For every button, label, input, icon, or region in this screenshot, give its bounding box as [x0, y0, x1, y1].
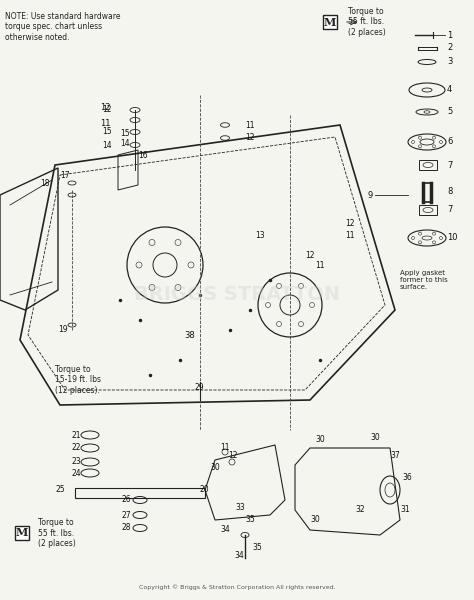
Text: 16: 16: [138, 151, 147, 160]
Text: 36: 36: [402, 473, 412, 482]
Text: 26: 26: [122, 496, 132, 505]
Text: Torque to
55 ft. lbs.
(2 places): Torque to 55 ft. lbs. (2 places): [348, 7, 386, 37]
Text: 34: 34: [234, 551, 244, 559]
Text: 35: 35: [252, 544, 262, 553]
Text: BRIGGS STRATTON: BRIGGS STRATTON: [134, 286, 340, 304]
Text: Torque to
15-19 ft. lbs
(12 places).: Torque to 15-19 ft. lbs (12 places).: [55, 365, 101, 395]
Text: 31: 31: [400, 505, 410, 514]
Text: 14: 14: [102, 140, 111, 149]
Text: 28: 28: [122, 523, 131, 533]
Text: 4: 4: [447, 85, 452, 94]
Bar: [15, 526, 29, 540]
Text: 35: 35: [245, 515, 255, 524]
Text: 38: 38: [185, 331, 195, 340]
Text: 9: 9: [368, 191, 373, 199]
Text: 12: 12: [100, 103, 110, 113]
Text: 30: 30: [315, 436, 325, 445]
Text: 12: 12: [305, 251, 315, 259]
Text: 15: 15: [102, 127, 111, 136]
Text: 12: 12: [245, 133, 255, 142]
Text: Copyright © Briggs & Stratton Corporation All rights reserved.: Copyright © Briggs & Stratton Corporatio…: [139, 584, 335, 590]
Text: 13: 13: [255, 230, 264, 239]
Text: 11: 11: [345, 232, 355, 241]
Text: 11: 11: [315, 260, 325, 269]
Text: 34: 34: [220, 526, 230, 535]
Text: 14: 14: [120, 139, 130, 148]
Text: 3: 3: [447, 58, 452, 67]
Text: 2: 2: [447, 43, 452, 52]
Text: 29: 29: [195, 383, 205, 392]
Text: Torque to
55 ft. lbs.
(2 places): Torque to 55 ft. lbs. (2 places): [38, 518, 76, 548]
Text: 6: 6: [447, 137, 452, 146]
Text: 33: 33: [235, 503, 245, 512]
Bar: [323, 15, 337, 29]
Text: 27: 27: [122, 511, 132, 520]
Text: Apply gasket
former to this
surface.: Apply gasket former to this surface.: [400, 270, 448, 290]
Text: 12: 12: [102, 106, 111, 115]
Text: 1: 1: [447, 31, 452, 40]
Text: M: M: [16, 527, 28, 539]
Text: NOTE: Use standard hardware
torque spec. chart unless
otherwise noted.: NOTE: Use standard hardware torque spec.…: [5, 12, 120, 42]
Text: 30: 30: [210, 463, 220, 473]
Text: 5: 5: [447, 107, 452, 116]
Text: 30: 30: [370, 433, 380, 443]
Text: 20: 20: [200, 485, 210, 494]
Text: 22: 22: [72, 443, 82, 452]
Text: 11: 11: [220, 443, 229, 451]
Bar: [419, 160, 437, 170]
Text: 7: 7: [447, 205, 452, 214]
Text: 12: 12: [345, 218, 355, 227]
Text: 30: 30: [310, 515, 320, 524]
Bar: [419, 205, 437, 215]
Text: 23: 23: [72, 457, 82, 467]
Text: 12: 12: [228, 451, 237, 460]
Text: 15: 15: [120, 128, 130, 137]
Text: 11: 11: [100, 118, 110, 127]
Text: 24: 24: [72, 469, 82, 478]
Text: 25: 25: [55, 485, 65, 494]
Text: 11: 11: [245, 121, 255, 130]
Text: 37: 37: [390, 451, 400, 460]
Text: 21: 21: [72, 431, 82, 439]
Text: 19: 19: [58, 325, 68, 335]
Text: 7: 7: [447, 160, 452, 169]
Text: 17: 17: [60, 170, 70, 179]
Text: 10: 10: [447, 233, 457, 242]
Text: 32: 32: [355, 505, 365, 514]
Text: 8: 8: [447, 187, 452, 196]
Text: M: M: [324, 16, 336, 28]
Text: 18: 18: [40, 179, 49, 187]
